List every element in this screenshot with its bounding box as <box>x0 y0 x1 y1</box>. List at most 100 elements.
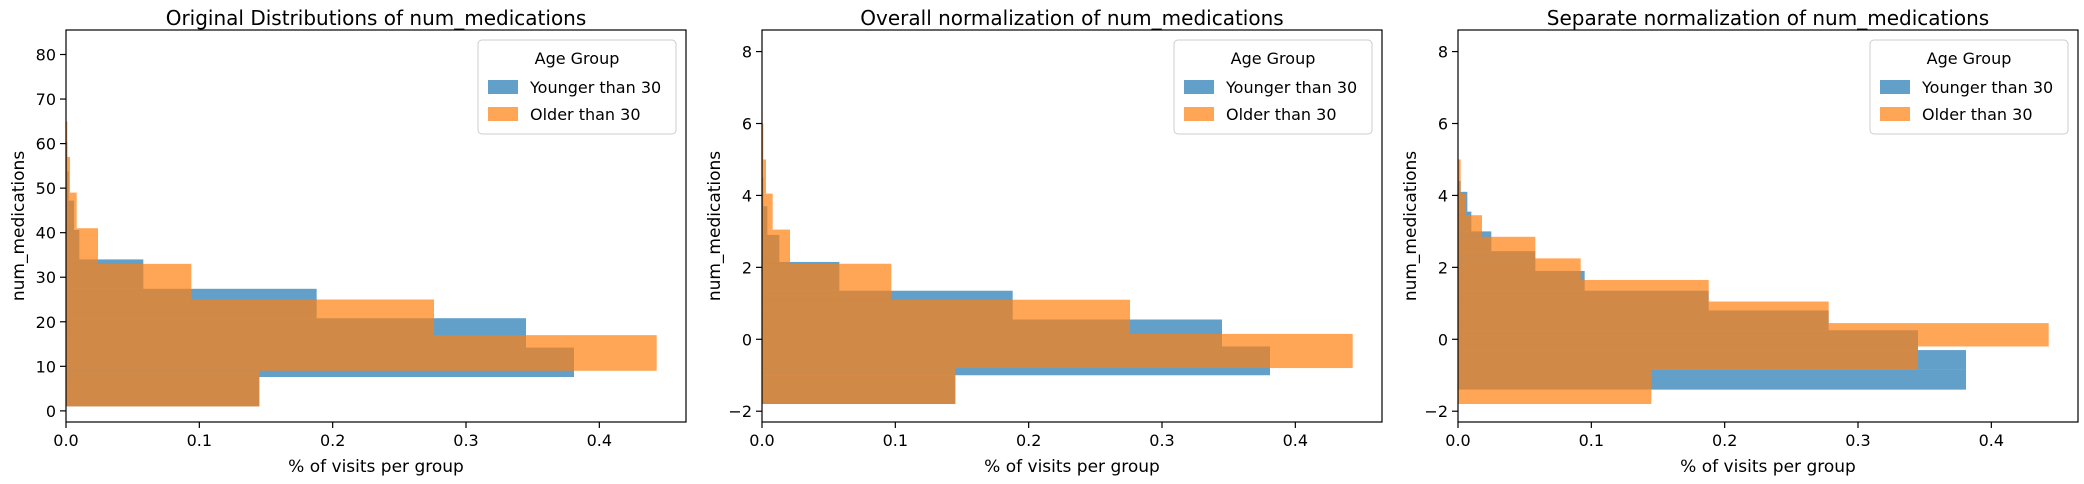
chart-1: 0.0 0.1 0.2 0.3 0.4 0 10 20 30 40 50 60 70 80 Original… <box>9 6 687 477</box>
bar-older-5 <box>66 192 77 229</box>
axes-frame <box>1457 29 2079 423</box>
x-tick-label: 0.3 <box>1845 431 1870 450</box>
y-axis-label: num_medications <box>9 151 29 301</box>
legend-box <box>477 39 677 135</box>
y-tick-label: 80 <box>36 46 56 65</box>
bar-older-2 <box>1458 346 1918 370</box>
legend-swatch-younger <box>488 80 518 94</box>
x-axis-label: % of visits per group <box>1680 457 1856 477</box>
legend-title: Age Group <box>1927 49 2012 68</box>
y-tick-label: −2 <box>1424 402 1448 421</box>
x-tick-label: 0.2 <box>1016 431 1041 450</box>
x-axis-label: % of visits per group <box>288 457 464 477</box>
y-tick-label: 0 <box>46 402 56 421</box>
bar-older-3 <box>1458 323 2049 347</box>
axes-frame <box>761 29 1383 423</box>
bar-older-7 <box>762 123 764 160</box>
bar-older-3 <box>762 263 892 300</box>
legend-entry-label: Younger than 30 <box>1921 78 2053 97</box>
legend-title: Age Group <box>535 49 620 68</box>
x-tick-label: 0.3 <box>453 431 478 450</box>
y-tick-label: 8 <box>1438 43 1448 62</box>
bar-older-9 <box>1458 193 1466 216</box>
y-axis-label: num_medications <box>705 151 725 301</box>
y-tick-label: 2 <box>1438 258 1448 277</box>
legend-entry-label: Older than 30 <box>1226 105 1337 124</box>
bar-older-8 <box>1458 215 1482 237</box>
x-tick-label: 0.2 <box>1712 431 1737 450</box>
legend: Age Group Younger than 30 Older than 30 <box>477 39 677 135</box>
bar-older-6 <box>66 156 70 193</box>
bar-older-2 <box>66 299 434 336</box>
y-tick-label: 6 <box>1438 115 1448 134</box>
legend-box <box>1869 39 2069 135</box>
bar-older-2 <box>762 299 1130 334</box>
y-tick-label: 10 <box>36 357 56 376</box>
y-tick-label: 0 <box>1438 330 1448 349</box>
bar-older-1 <box>66 335 657 371</box>
chart-3: 0.0 0.1 0.2 0.3 0.4 −2 0 2 4 6 8 Separate normaliza… <box>1401 6 2079 477</box>
chart-title: Separate normalization of num_medication… <box>1547 6 1989 30</box>
axes-frame <box>65 29 687 423</box>
legend-entry-label: Younger than 30 <box>1225 78 1357 97</box>
x-tick-label: 0.4 <box>1283 431 1308 450</box>
y-tick-label: 4 <box>1438 186 1448 205</box>
x-axis-label: % of visits per group <box>984 457 1160 477</box>
y-tick-label: 6 <box>742 115 752 134</box>
legend-swatch-younger <box>1184 80 1214 94</box>
bar-older-0 <box>762 368 956 405</box>
bar-older-6 <box>1458 258 1581 280</box>
x-tick-label: 0.0 <box>53 431 78 450</box>
bar-older-5 <box>1458 279 1709 302</box>
legend-swatch-older <box>488 107 518 121</box>
legend-entry-label: Younger than 30 <box>529 78 661 97</box>
legend-entry-label: Older than 30 <box>530 105 641 124</box>
bar-older-1 <box>762 333 1353 369</box>
bar-older-4 <box>66 228 98 264</box>
x-tick-label: 0.4 <box>587 431 612 450</box>
legend-box <box>1173 39 1373 135</box>
legend-swatch-older <box>1184 107 1214 121</box>
chart-title: Overall normalization of num_medications <box>860 6 1283 30</box>
y-tick-label: 60 <box>36 135 56 154</box>
chart-title: Original Distributions of num_medication… <box>166 6 587 30</box>
y-tick-label: 8 <box>742 43 752 62</box>
bar-older-6 <box>762 159 766 194</box>
x-tick-label: 0.2 <box>320 431 345 450</box>
bar-older-3 <box>66 263 192 300</box>
bar-older-4 <box>762 229 790 264</box>
y-tick-label: 4 <box>742 186 752 205</box>
y-tick-label: −2 <box>728 402 752 421</box>
legend: Age Group Younger than 30 Older than 30 <box>1173 39 1373 135</box>
bar-older-7 <box>1458 236 1536 259</box>
bar-older-1 <box>1458 369 1652 390</box>
y-tick-label: 2 <box>742 258 752 277</box>
bar-older-10 <box>1458 159 1461 194</box>
y-tick-label: 50 <box>36 179 56 198</box>
bar-older-0 <box>66 370 260 407</box>
x-tick-label: 0.0 <box>749 431 774 450</box>
bar-older-4 <box>1458 301 1829 324</box>
y-tick-label: 20 <box>36 313 56 332</box>
bar-older-7 <box>66 121 68 157</box>
y-tick-label: 40 <box>36 224 56 243</box>
bar-older-5 <box>762 193 773 230</box>
y-tick-label: 70 <box>36 90 56 109</box>
x-tick-label: 0.1 <box>883 431 908 450</box>
x-tick-label: 0.3 <box>1149 431 1174 450</box>
x-tick-label: 0.1 <box>187 431 212 450</box>
x-tick-label: 0.0 <box>1445 431 1470 450</box>
x-tick-label: 0.4 <box>1979 431 2004 450</box>
y-tick-label: 30 <box>36 268 56 287</box>
x-tick-label: 0.1 <box>1579 431 1604 450</box>
bar-older-0 <box>1458 389 1652 405</box>
legend-title: Age Group <box>1231 49 1316 68</box>
chart-2: 0.0 0.1 0.2 0.3 0.4 −2 0 2 4 6 8 Overall normalizat… <box>705 6 1383 477</box>
y-tick-label: 0 <box>742 330 752 349</box>
legend: Age Group Younger than 30 Older than 30 <box>1869 39 2069 135</box>
y-axis-label: num_medications <box>1401 151 1421 301</box>
legend-swatch-older <box>1880 107 1910 121</box>
legend-swatch-younger <box>1880 80 1910 94</box>
legend-entry-label: Older than 30 <box>1922 105 2033 124</box>
